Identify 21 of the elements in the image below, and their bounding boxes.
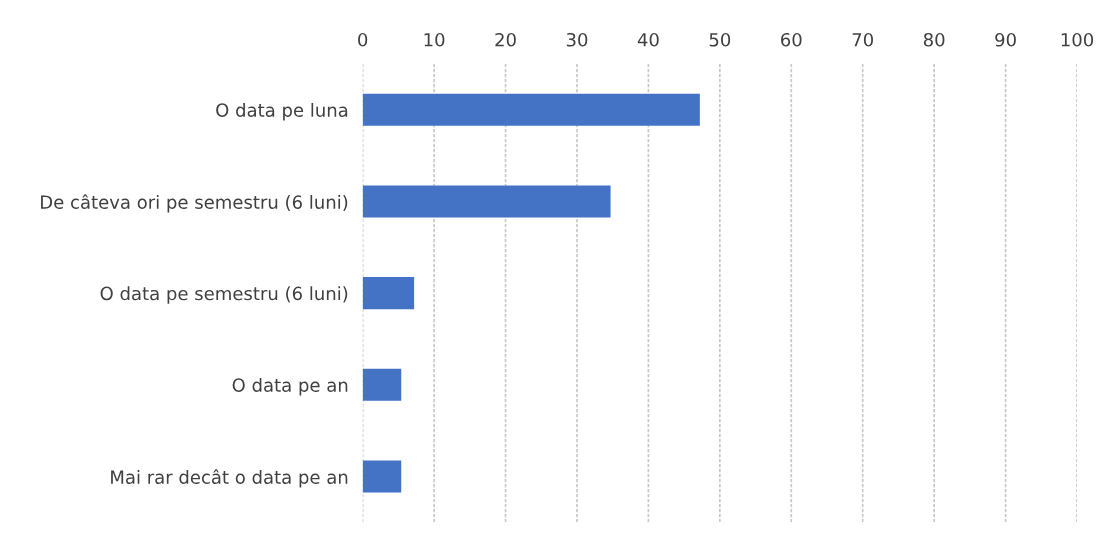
bar xyxy=(362,185,611,218)
bar xyxy=(362,460,402,493)
x-tick-label: 70 xyxy=(852,32,873,47)
y-tick-label: De câteva ori pe semestru (6 luni) xyxy=(41,194,348,213)
y-tick-label: O data pe semestru (6 luni) xyxy=(100,286,348,304)
x-tick-label: 10 xyxy=(424,32,445,47)
x-tick-label: 40 xyxy=(637,32,659,47)
bar xyxy=(362,277,415,310)
x-tick-label: 80 xyxy=(923,32,945,47)
bar xyxy=(362,93,700,126)
y-tick-label: Mai rar decât o data pe an xyxy=(111,469,348,488)
x-tick-label: 60 xyxy=(781,32,802,47)
x-tick-label: 30 xyxy=(566,32,588,47)
x-tick-label: 90 xyxy=(995,32,1016,47)
x-tick-label: 50 xyxy=(709,32,731,47)
y-tick-label: O data pe an xyxy=(232,377,348,396)
y-tick-label: O data pe luna xyxy=(216,102,348,121)
x-tick-label: 20 xyxy=(495,32,516,47)
bar xyxy=(362,368,402,401)
x-tick-label: 0 xyxy=(358,32,368,47)
x-tick-label: 100 xyxy=(1061,32,1094,47)
